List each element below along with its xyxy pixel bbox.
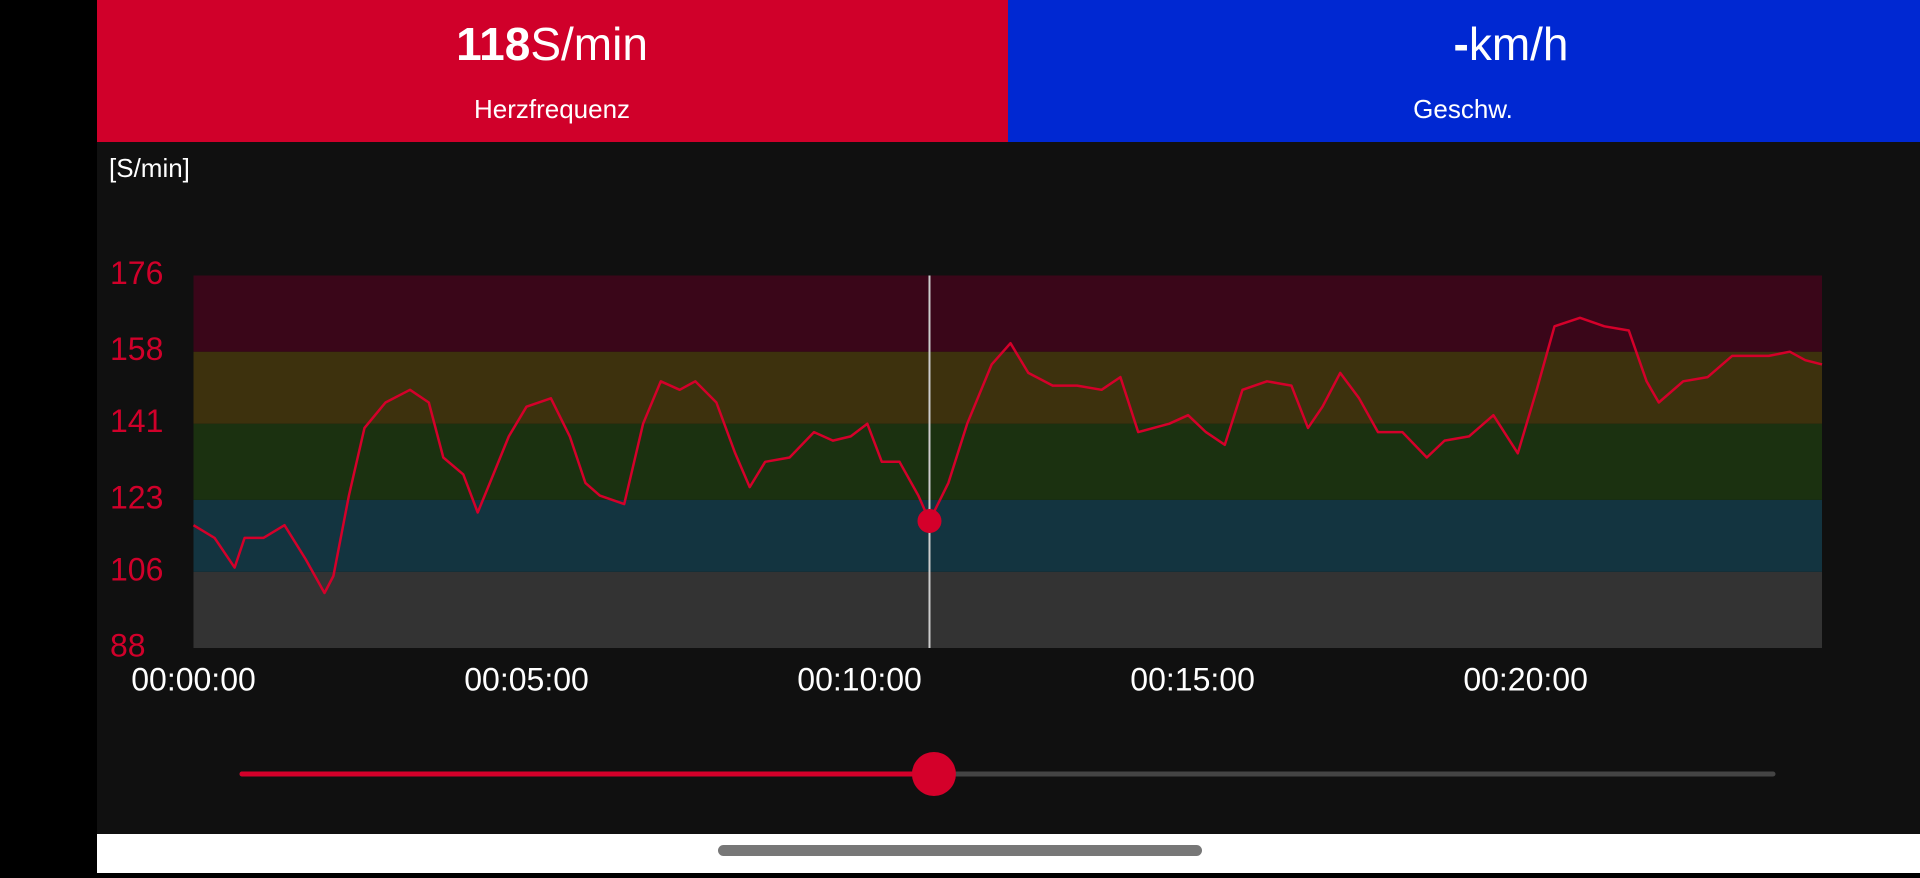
y-tick-label: 106 bbox=[110, 551, 163, 587]
y-tick-label: 141 bbox=[110, 403, 163, 439]
y-tick-label: 176 bbox=[110, 255, 163, 291]
home-handle[interactable] bbox=[718, 845, 1202, 856]
heart-rate-label: Herzfrequenz bbox=[474, 94, 630, 124]
heart-rate-readout: 118S/min bbox=[456, 18, 648, 70]
y-tick-label: 88 bbox=[110, 627, 146, 663]
speed-unit: km/h bbox=[1469, 18, 1569, 70]
heart-rate-value: 118 bbox=[456, 18, 530, 70]
zone-band bbox=[193, 351, 1822, 424]
speed-value: - bbox=[1453, 18, 1468, 70]
speed-label: Geschw. bbox=[1413, 94, 1513, 124]
x-tick-label: 00:10:00 bbox=[797, 661, 922, 697]
x-tick-label: 00:20:00 bbox=[1463, 661, 1588, 697]
slider-knob[interactable] bbox=[911, 752, 956, 796]
y-unit-label: [S/min] bbox=[109, 153, 190, 183]
heart-rate-tile[interactable] bbox=[97, 0, 1008, 142]
zone-band bbox=[193, 499, 1822, 572]
cursor-dot bbox=[917, 509, 942, 534]
zone-band bbox=[193, 275, 1822, 352]
zone-band bbox=[193, 423, 1822, 500]
x-tick-label: 00:15:00 bbox=[1130, 661, 1255, 697]
zone-band bbox=[193, 571, 1822, 648]
plot: 88 106 123 141 158 176 00:00:00 00:05:00 00:10:0… bbox=[110, 255, 1823, 796]
heart-rate-line bbox=[192, 316, 1823, 595]
x-tick-label: 00:00:00 bbox=[131, 661, 256, 697]
speed-readout: -km/h bbox=[1453, 18, 1568, 70]
y-tick-label: 123 bbox=[110, 479, 163, 515]
side-bar bbox=[0, 0, 97, 873]
x-tick-label: 00:05:00 bbox=[464, 661, 589, 697]
heart-rate-unit: S/min bbox=[530, 18, 648, 70]
speed-tile[interactable] bbox=[1008, 0, 1920, 142]
y-tick-label: 158 bbox=[110, 331, 163, 367]
